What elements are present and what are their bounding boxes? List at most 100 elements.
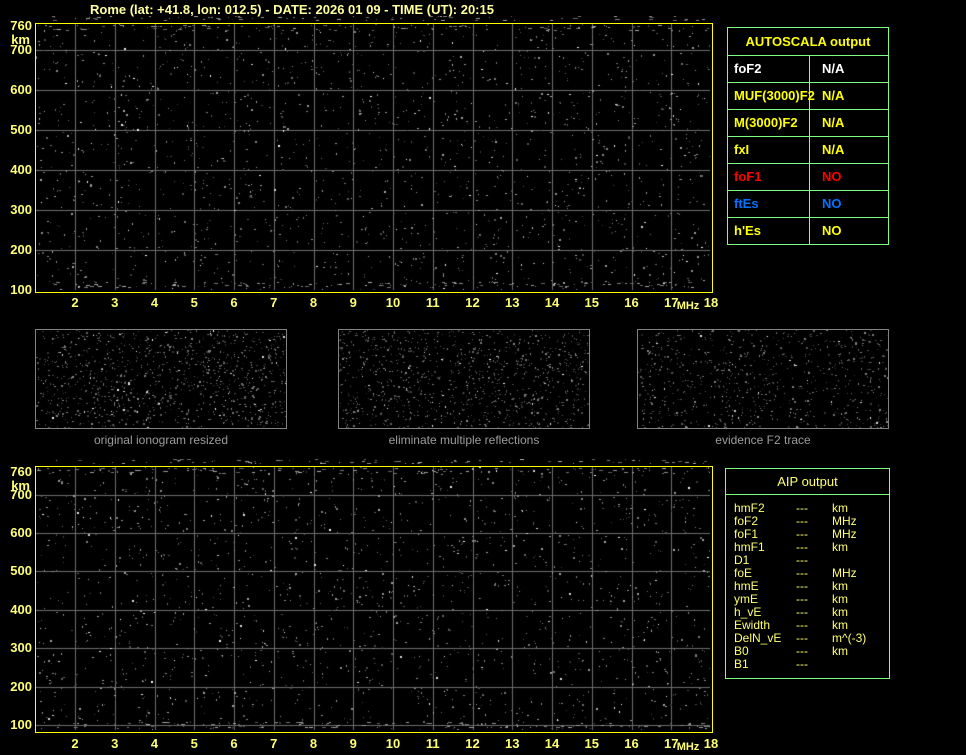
y-tick-label: 400 bbox=[10, 601, 32, 617]
panel-evidence-f2-trace bbox=[637, 329, 889, 429]
autoscala-table-row: ftEs NO bbox=[728, 191, 888, 218]
aip-param-label: hmF2 bbox=[734, 501, 765, 515]
aip-param-label: Ewidth bbox=[734, 618, 771, 632]
y-tick-label: 200 bbox=[10, 242, 32, 257]
aip-param-value: --- bbox=[796, 605, 808, 619]
aip-param-value: --- bbox=[796, 514, 808, 528]
aip-table-row: Ewidth --- km bbox=[726, 619, 889, 632]
autoscala-param-label: foF1 bbox=[728, 164, 810, 190]
x-tick-label: 12 bbox=[465, 736, 480, 751]
aip-param-label: B0 bbox=[734, 644, 749, 658]
aip-table-row: hmF1 --- km bbox=[726, 541, 889, 554]
aip-param-unit: km bbox=[832, 618, 848, 632]
y-tick-label: 600 bbox=[10, 525, 32, 540]
x-tick-label: 3 bbox=[111, 736, 119, 751]
aip-param-label: foF2 bbox=[734, 514, 759, 528]
y-tick-label: 100 bbox=[10, 282, 32, 297]
y-tick-label: 600 bbox=[10, 82, 32, 97]
aip-param-value: --- bbox=[796, 501, 808, 515]
x-tick-label: 12 bbox=[465, 295, 480, 310]
aip-param-label: hmF1 bbox=[734, 540, 765, 554]
aip-table-row: hmF2 --- km bbox=[726, 502, 889, 515]
noise-strip bbox=[36, 16, 712, 21]
x-tick-label: 2 bbox=[71, 736, 79, 751]
x-tick-label: 11 bbox=[425, 295, 440, 310]
aip-param-unit: MHz bbox=[832, 527, 857, 541]
autoscala-table-row: fxI N/A bbox=[728, 137, 888, 164]
x-tick-label: 15 bbox=[584, 295, 599, 310]
aip-param-value: --- bbox=[796, 592, 808, 606]
ionogram-plot-bottom bbox=[35, 466, 713, 733]
y-tick-label: 500 bbox=[10, 563, 32, 579]
x-tick-label: 6 bbox=[230, 295, 238, 310]
x-tick-label: 7 bbox=[270, 295, 278, 310]
x-tick-label: 9 bbox=[349, 295, 357, 310]
panel-eliminate-reflections bbox=[338, 329, 590, 429]
aip-param-unit: km bbox=[832, 644, 848, 658]
x-tick-label: 8 bbox=[309, 295, 318, 310]
aip-param-unit: MHz bbox=[832, 514, 857, 528]
x-tick-label: 6 bbox=[230, 736, 238, 751]
autoscala-table-row: MUF(3000)F2 N/A bbox=[728, 83, 888, 110]
x-tick-label: 10 bbox=[385, 295, 401, 310]
aip-table-row: DelN_vE --- m^(-3) bbox=[726, 632, 889, 645]
x-tick-label: 17 bbox=[664, 736, 679, 751]
x-tick-label: 2 bbox=[71, 295, 79, 310]
x-tick-label: 18 bbox=[703, 295, 719, 310]
autoscala-table-rows: foF2 N/A MUF(3000)F2 N/A M(3000)F2 N/A fxI N/A f… bbox=[728, 56, 888, 244]
autoscala-table-row: h'Es NO bbox=[728, 218, 888, 244]
ionogram-noise-canvas bbox=[36, 24, 710, 290]
panel-label-eliminate: eliminate multiple reflections bbox=[388, 433, 540, 447]
panel-original-ionogram bbox=[35, 329, 287, 429]
x-tick-label: 17 bbox=[664, 295, 679, 310]
aip-table-row: hmE --- km bbox=[726, 580, 889, 593]
y-tick-label: 200 bbox=[10, 678, 32, 694]
x-tick-label: 14 bbox=[544, 295, 560, 310]
autoscala-param-value: N/A bbox=[822, 142, 845, 157]
autoscala-param-value: NO bbox=[822, 196, 842, 211]
autoscala-output-table: AUTOSCALA output foF2 N/A MUF(3000)F2 N/A M(… bbox=[727, 27, 889, 245]
aip-param-unit: km bbox=[832, 540, 848, 554]
aip-param-unit: m^(-3) bbox=[832, 631, 867, 645]
y-axis-unit: km bbox=[11, 477, 30, 493]
aip-table-row: foF1 --- MHz bbox=[726, 528, 889, 541]
x-tick-label: 9 bbox=[349, 736, 357, 751]
station-header: Rome (lat: +41.8, lon: 012.5) - DATE: 20… bbox=[90, 2, 494, 17]
aip-param-label: B1 bbox=[734, 657, 749, 671]
x-tick-label: 16 bbox=[624, 736, 639, 751]
autoscala-param-label: M(3000)F2 bbox=[728, 110, 810, 136]
x-tick-label: 4 bbox=[150, 736, 159, 751]
y-tick-label: 700 bbox=[10, 42, 32, 57]
x-tick-label: 7 bbox=[270, 736, 278, 751]
aip-table-rows: hmF2 --- km foF2 --- MHz foF1 --- MHz hmF1 --- km D1… bbox=[726, 502, 889, 671]
aip-table-row: B1 --- bbox=[726, 658, 889, 671]
aip-param-label: foE bbox=[734, 566, 753, 580]
panel-label-original: original ionogram resized bbox=[93, 433, 229, 447]
ionogram-noise-canvas bbox=[36, 467, 710, 730]
autoscala-param-label: h'Es bbox=[728, 218, 810, 244]
aip-param-value: --- bbox=[796, 618, 808, 632]
aip-param-label: ymE bbox=[734, 592, 758, 606]
panel-label-evidence: evidence F2 trace bbox=[715, 433, 811, 447]
autoscala-param-value: NO bbox=[822, 223, 842, 238]
x-tick-label: 15 bbox=[584, 736, 599, 751]
x-axis-unit: MHz bbox=[676, 300, 700, 312]
y-tick-label: 300 bbox=[10, 640, 32, 656]
x-tick-label: 10 bbox=[385, 736, 401, 751]
autoscala-param-label: fxI bbox=[728, 137, 810, 163]
autoscala-param-value: N/A bbox=[822, 61, 845, 76]
aip-param-label: DelN_vE bbox=[734, 631, 782, 645]
aip-output-table: AIP output hmF2 --- km foF2 --- MHz foF1 --- MHz… bbox=[725, 468, 890, 679]
y-tick-label: 700 bbox=[10, 486, 32, 502]
aip-param-unit: km bbox=[832, 501, 848, 515]
aip-param-value: --- bbox=[796, 657, 808, 671]
x-tick-label: 5 bbox=[190, 295, 198, 310]
aip-param-unit: km bbox=[832, 579, 848, 593]
aip-table-row: h_vE --- km bbox=[726, 606, 889, 619]
autoscala-table-title: AUTOSCALA output bbox=[728, 28, 888, 56]
autoscala-table-row: foF1 NO bbox=[728, 164, 888, 191]
x-axis-unit: MHz bbox=[676, 741, 700, 753]
aip-table-row: ymE --- km bbox=[726, 593, 889, 606]
ionogram-plot-top bbox=[35, 23, 713, 293]
